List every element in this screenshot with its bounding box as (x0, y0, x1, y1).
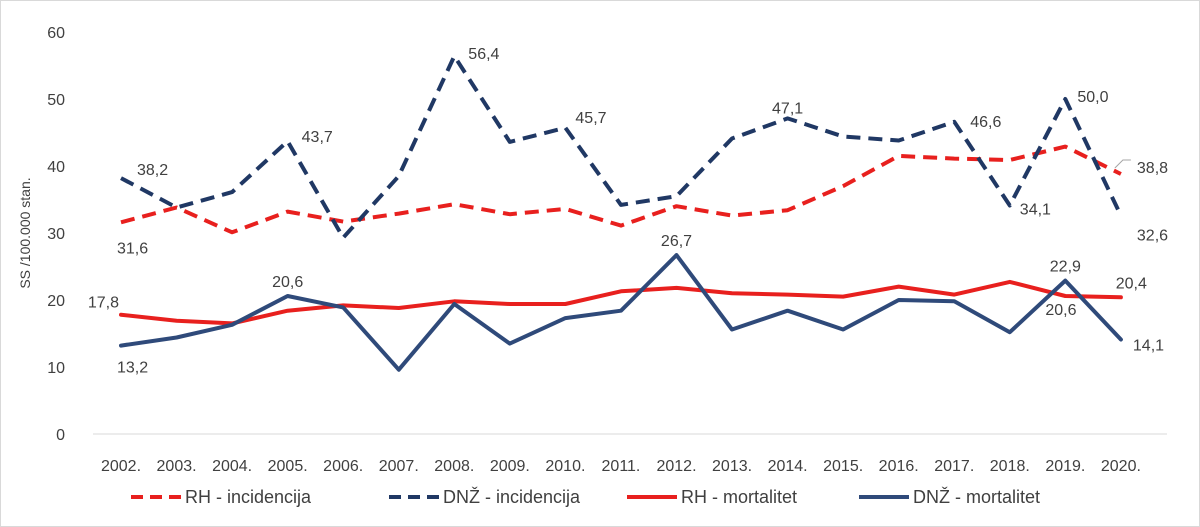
series-line-2 (120, 54, 1123, 240)
data-label: 34,1 (1020, 202, 1051, 219)
y-tick-label: 10 (47, 360, 65, 377)
x-tick-label: 2017. (934, 458, 974, 475)
y-tick-label: 30 (47, 226, 65, 243)
x-tick-label: 2002. (101, 458, 141, 475)
y-axis-label: SS /100.000 stan. (17, 177, 33, 288)
legend-label: DNŽ - mortalitet (913, 487, 1040, 507)
x-tick-label: 2019. (1045, 458, 1085, 475)
x-tick-label: 2003. (157, 458, 197, 475)
data-label: 38,8 (1137, 160, 1168, 177)
data-label: 47,1 (772, 100, 803, 117)
data-label: 22,9 (1050, 259, 1081, 276)
data-label: 17,8 (88, 295, 119, 312)
x-tick-label: 2014. (768, 458, 808, 475)
x-tick-label: 2016. (879, 458, 919, 475)
data-label: 46,6 (970, 114, 1001, 131)
x-tick-label: 2011. (602, 458, 641, 475)
x-tick-label: 2006. (323, 458, 363, 475)
data-label: 32,6 (1137, 228, 1168, 245)
x-tick-label: 2007. (379, 458, 419, 475)
x-tick-label: 2010. (545, 458, 585, 475)
data-label: 26,7 (661, 233, 692, 250)
y-tick-label: 20 (47, 293, 65, 310)
x-tick-label: 2020. (1101, 458, 1141, 475)
y-tick-label: 0 (56, 427, 65, 444)
x-tick-label: 2012. (656, 458, 696, 475)
y-tick-label: 40 (47, 159, 65, 176)
data-label: 38,2 (137, 162, 168, 179)
data-label: 14,1 (1133, 338, 1164, 355)
series-line-3 (119, 279, 1123, 326)
data-label: 45,7 (575, 110, 606, 127)
leader-line (1114, 159, 1131, 169)
series-line-4 (119, 253, 1123, 372)
data-label: 50,0 (1077, 89, 1108, 106)
legend-label: RH - mortalitet (681, 487, 797, 507)
data-label: 43,7 (302, 129, 333, 146)
data-label: 20,6 (272, 274, 303, 291)
data-label: 31,6 (117, 240, 148, 257)
y-tick-label: 50 (47, 92, 65, 109)
x-tick-label: 2013. (712, 458, 752, 475)
data-label: 20,4 (1116, 275, 1147, 292)
x-tick-label: 2018. (990, 458, 1030, 475)
x-tick-label: 2008. (434, 458, 474, 475)
data-label: 13,2 (117, 360, 148, 377)
data-label: 20,6 (1045, 302, 1076, 319)
y-tick-label: 60 (47, 25, 65, 42)
legend-label: DNŽ - incidencija (443, 487, 581, 507)
legend-label: RH - incidencija (185, 487, 312, 507)
x-tick-label: 2004. (212, 458, 252, 475)
series-line-1 (120, 144, 1122, 235)
x-tick-label: 2005. (268, 458, 308, 475)
data-label: 56,4 (468, 46, 499, 63)
x-tick-label: 2009. (490, 458, 530, 475)
x-tick-label: 2015. (823, 458, 863, 475)
